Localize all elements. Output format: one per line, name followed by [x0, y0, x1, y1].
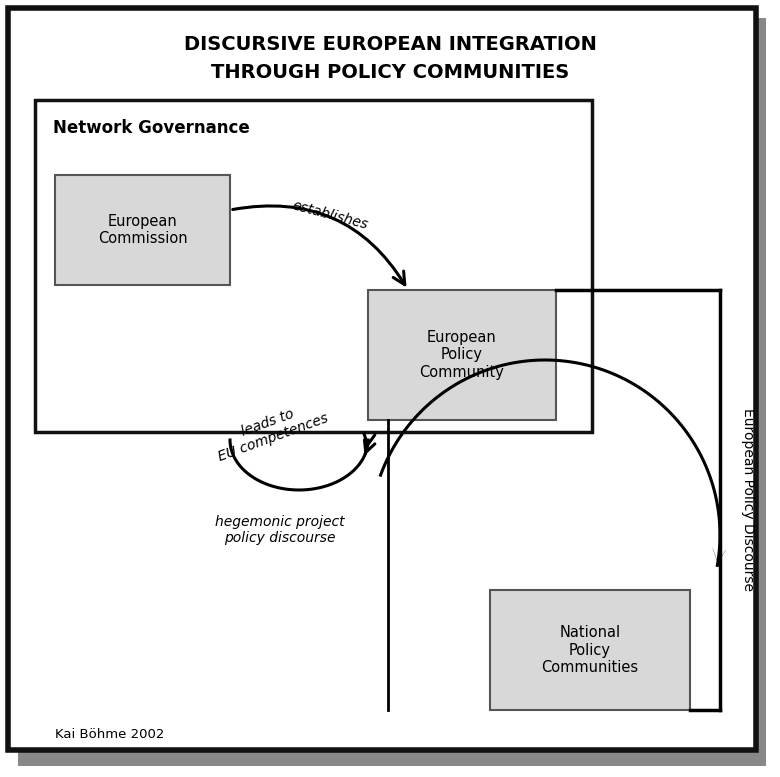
Bar [55, 175, 230, 285]
Bar [35, 100, 592, 432]
Text: hegemonic project
policy discourse: hegemonic project policy discourse [215, 515, 345, 545]
Text: DISCURSIVE EUROPEAN INTEGRATION: DISCURSIVE EUROPEAN INTEGRATION [183, 36, 597, 54]
Bar [368, 290, 556, 420]
Text: Kai Böhme 2002: Kai Böhme 2002 [55, 729, 165, 741]
Text: Network Governance: Network Governance [53, 119, 250, 137]
Text: European
Policy
Community: European Policy Community [420, 330, 505, 380]
Text: leads to
EU competences: leads to EU competences [211, 396, 330, 464]
Text: establishes: establishes [290, 198, 370, 232]
Text: National
Policy
Communities: National Policy Communities [541, 625, 639, 675]
Text: THROUGH POLICY COMMUNITIES: THROUGH POLICY COMMUNITIES [211, 62, 569, 82]
Text: European
Commission: European Commission [98, 214, 187, 246]
Text: European Policy Discourse: European Policy Discourse [741, 409, 755, 591]
Bar [490, 590, 690, 710]
